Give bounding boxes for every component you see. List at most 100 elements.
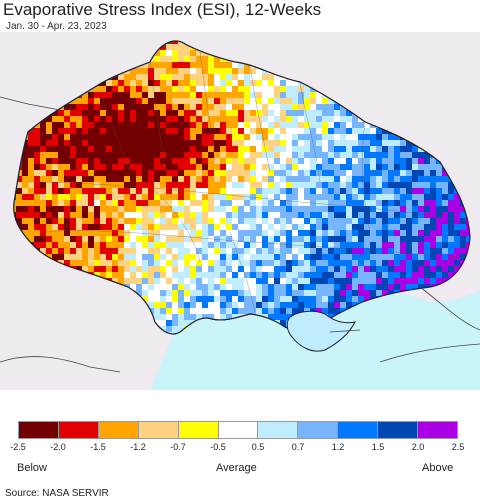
- esi-pixel: [142, 86, 148, 92]
- esi-pixel: [406, 164, 412, 170]
- esi-pixel: [352, 158, 358, 164]
- esi-pixel: [262, 80, 268, 86]
- esi-pixel: [172, 314, 178, 320]
- esi-pixel: [244, 242, 250, 248]
- esi-pixel: [64, 260, 70, 266]
- esi-pixel: [244, 290, 250, 296]
- esi-pixel: [238, 176, 244, 182]
- esi-pixel: [166, 170, 172, 176]
- esi-pixel: [58, 140, 64, 146]
- esi-pixel: [178, 110, 184, 116]
- esi-pixel: [76, 110, 82, 116]
- esi-pixel: [106, 266, 112, 272]
- esi-pixel: [316, 206, 322, 212]
- esi-pixel: [226, 62, 232, 68]
- esi-pixel: [292, 284, 298, 290]
- esi-pixel: [322, 308, 328, 314]
- esi-pixel: [262, 170, 268, 176]
- esi-pixel: [268, 314, 274, 320]
- esi-pixel: [154, 200, 160, 206]
- esi-pixel: [388, 254, 394, 260]
- esi-pixel: [28, 200, 34, 206]
- esi-pixel: [202, 260, 208, 266]
- esi-pixel: [376, 290, 382, 296]
- esi-pixel: [184, 68, 190, 74]
- esi-pixel: [448, 242, 454, 248]
- esi-pixel: [70, 224, 76, 230]
- esi-pixel: [298, 188, 304, 194]
- esi-pixel: [460, 248, 466, 254]
- esi-pixel: [202, 206, 208, 212]
- esi-pixel: [196, 302, 202, 308]
- esi-pixel: [298, 170, 304, 176]
- esi-pixel: [352, 266, 358, 272]
- esi-pixel: [262, 302, 268, 308]
- esi-pixel: [274, 314, 280, 320]
- esi-pixel: [46, 206, 52, 212]
- esi-pixel: [136, 200, 142, 206]
- esi-pixel: [124, 188, 130, 194]
- esi-pixel: [34, 146, 40, 152]
- esi-pixel: [154, 272, 160, 278]
- esi-pixel: [46, 176, 52, 182]
- esi-pixel: [94, 272, 100, 278]
- esi-pixel: [292, 308, 298, 314]
- esi-pixel: [304, 212, 310, 218]
- esi-pixel: [412, 158, 418, 164]
- esi-pixel: [34, 200, 40, 206]
- esi-pixel: [232, 122, 238, 128]
- esi-pixel: [184, 116, 190, 122]
- esi-pixel: [136, 140, 142, 146]
- esi-pixel: [190, 302, 196, 308]
- esi-pixel: [268, 206, 274, 212]
- esi-pixel: [196, 224, 202, 230]
- esi-pixel: [76, 260, 82, 266]
- esi-pixel: [76, 194, 82, 200]
- esi-pixel: [118, 86, 124, 92]
- esi-pixel: [82, 122, 88, 128]
- esi-pixel: [142, 212, 148, 218]
- esi-pixel: [34, 194, 40, 200]
- esi-pixel: [310, 266, 316, 272]
- esi-pixel: [166, 200, 172, 206]
- esi-pixel: [328, 296, 334, 302]
- esi-pixel: [388, 242, 394, 248]
- esi-pixel: [214, 170, 220, 176]
- esi-pixel: [298, 212, 304, 218]
- esi-pixel: [184, 224, 190, 230]
- esi-pixel: [52, 224, 58, 230]
- esi-pixel: [328, 188, 334, 194]
- esi-pixel: [88, 260, 94, 266]
- esi-pixel: [346, 230, 352, 236]
- esi-pixel: [250, 248, 256, 254]
- esi-pixel: [172, 182, 178, 188]
- esi-pixel: [154, 278, 160, 284]
- esi-pixel: [424, 182, 430, 188]
- esi-pixel: [172, 290, 178, 296]
- esi-pixel: [250, 296, 256, 302]
- esi-pixel: [100, 104, 106, 110]
- esi-pixel: [214, 98, 220, 104]
- esi-pixel: [184, 152, 190, 158]
- esi-pixel: [136, 260, 142, 266]
- esi-pixel: [148, 230, 154, 236]
- esi-pixel: [358, 272, 364, 278]
- esi-pixel: [40, 122, 46, 128]
- esi-pixel: [370, 242, 376, 248]
- esi-pixel: [202, 134, 208, 140]
- esi-pixel: [52, 254, 58, 260]
- esi-pixel: [406, 206, 412, 212]
- esi-pixel: [244, 98, 250, 104]
- esi-pixel: [232, 158, 238, 164]
- legend-tick-label: 0.5: [251, 442, 265, 452]
- esi-pixel: [178, 44, 184, 50]
- esi-pixel: [364, 254, 370, 260]
- esi-pixel: [400, 164, 406, 170]
- esi-pixel: [100, 140, 106, 146]
- esi-pixel: [160, 278, 166, 284]
- esi-pixel: [184, 74, 190, 80]
- esi-pixel: [196, 170, 202, 176]
- esi-pixel: [88, 110, 94, 116]
- esi-pixel: [160, 260, 166, 266]
- esi-pixel: [34, 152, 40, 158]
